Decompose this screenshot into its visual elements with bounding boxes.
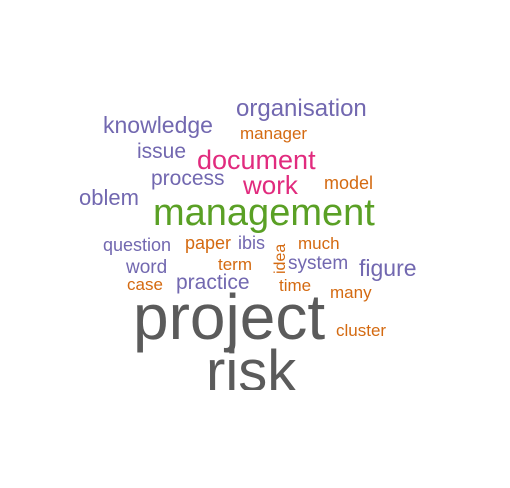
word-manager: manager — [240, 124, 308, 143]
word-many: many — [330, 283, 372, 302]
word-figure: figure — [359, 255, 417, 281]
word-management: management — [153, 192, 375, 234]
word-system: system — [288, 253, 349, 274]
word-process: process — [151, 167, 225, 190]
word-oblem: oblem — [79, 185, 139, 210]
word-case: case — [127, 275, 163, 294]
word-risk: risk — [206, 339, 297, 391]
word-cloud-area: organisation knowledge manager issue doc… — [79, 95, 417, 391]
word-time: time — [279, 276, 312, 295]
word-term: term — [218, 255, 252, 274]
word-practice: practice — [176, 271, 250, 294]
word-ibis: ibis — [238, 233, 266, 253]
word-question: question — [103, 235, 172, 255]
word-much: much — [298, 234, 340, 253]
word-paper: paper — [185, 233, 232, 253]
word-idea: idea — [272, 243, 289, 274]
word-work: work — [243, 170, 298, 200]
word-organisation: organisation — [236, 95, 367, 122]
word-issue: issue — [137, 140, 187, 163]
word-knowledge: knowledge — [103, 112, 213, 138]
word-project: project — [133, 281, 326, 353]
word-cluster: cluster — [336, 321, 387, 340]
word-document: document — [197, 145, 316, 175]
word-model: model — [324, 173, 374, 193]
word-word: word — [126, 257, 168, 278]
